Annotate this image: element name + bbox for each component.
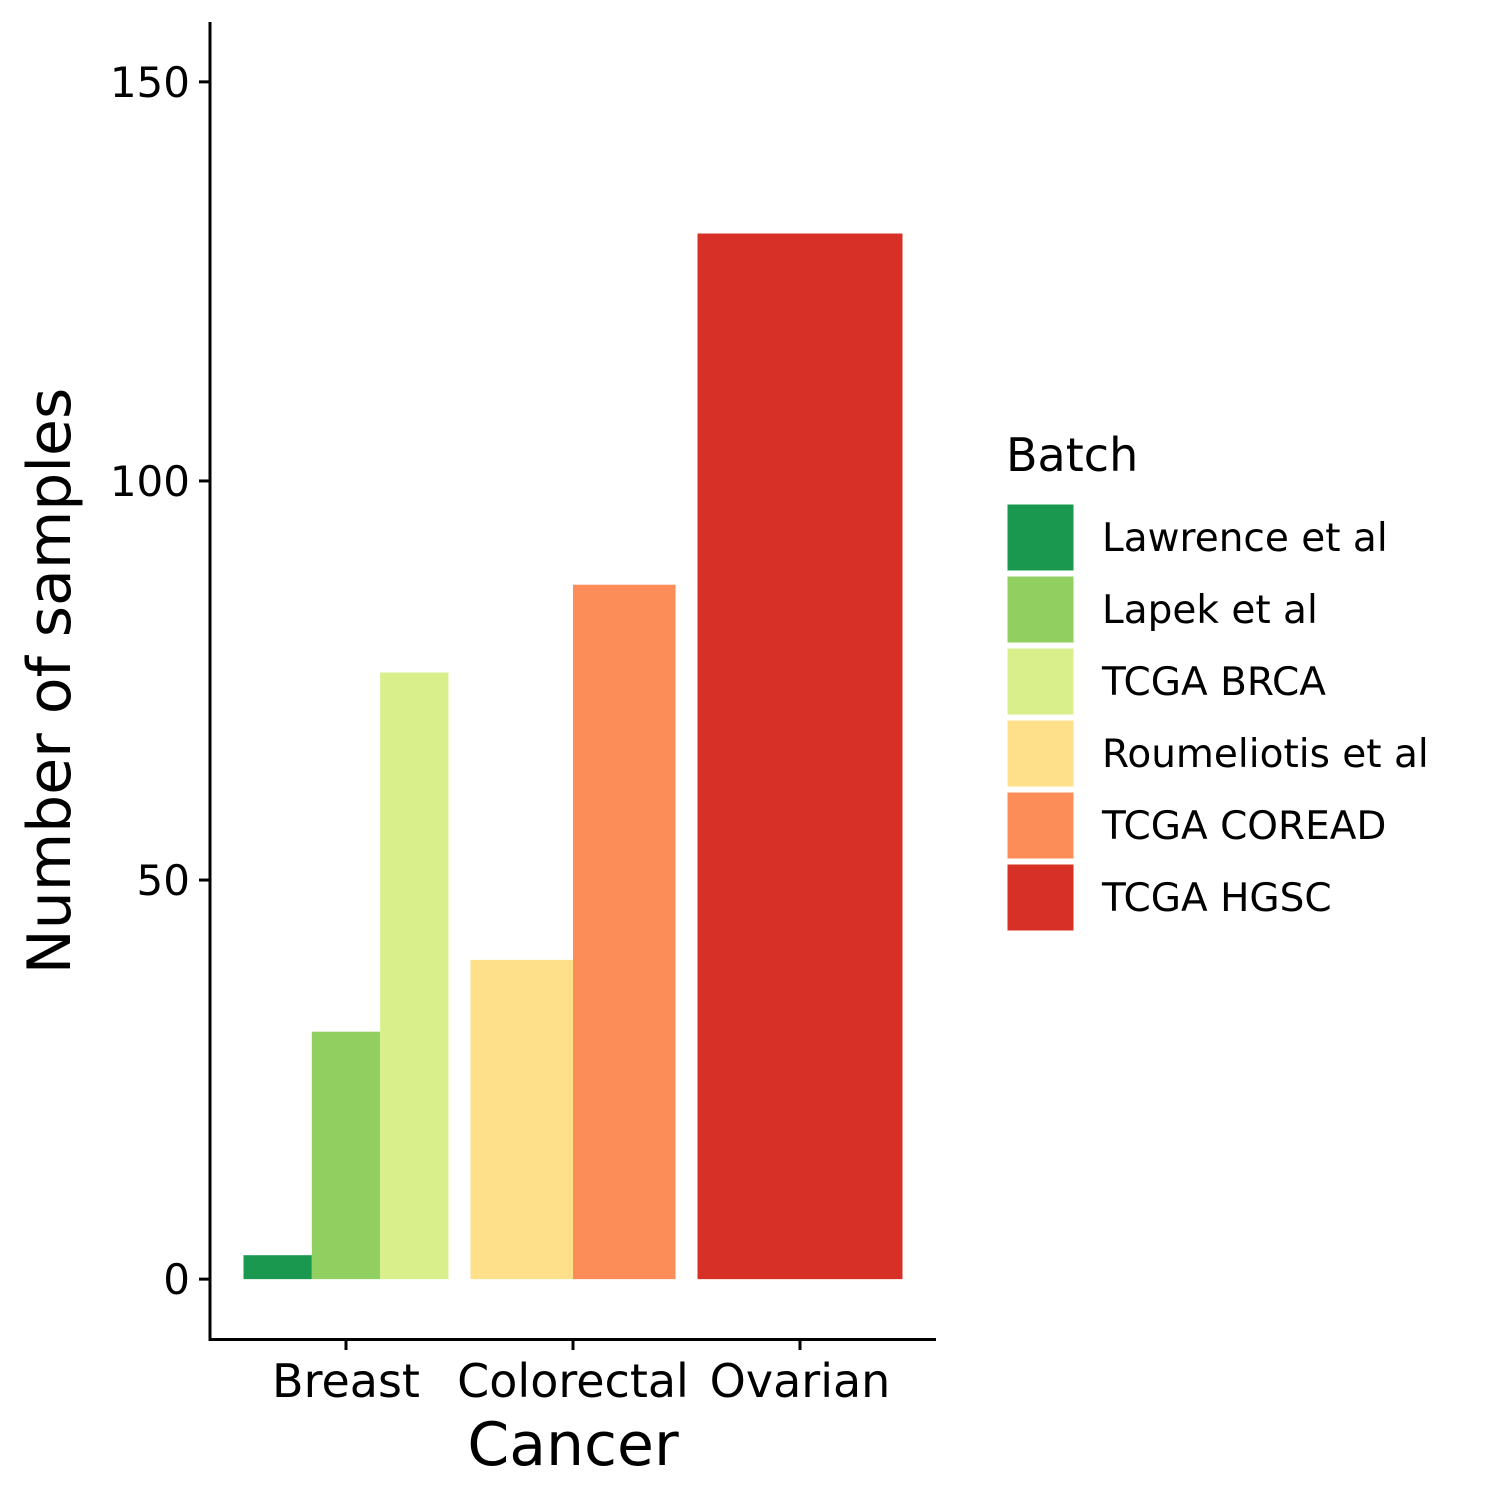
- legend-label: Lawrence et al: [1102, 516, 1388, 561]
- legend-swatch: [1004, 861, 1077, 934]
- x-tick-label: Colorectal: [457, 1354, 689, 1408]
- legend-label: Roumeliotis et al: [1102, 732, 1429, 777]
- bar: [470, 959, 573, 1280]
- bar: [311, 1031, 381, 1280]
- legend-label: TCGA BRCA: [1101, 660, 1326, 705]
- y-tick-label: 150: [110, 58, 190, 107]
- legend-label: TCGA HGSC: [1101, 876, 1332, 921]
- x-axis-title: Cancer: [467, 1410, 679, 1480]
- legend-label: TCGA COREAD: [1101, 804, 1386, 849]
- legend: Batch Lawrence et al Lapek et al TCGA BRCA…: [1004, 428, 1429, 934]
- x-tick-label: Breast: [272, 1354, 420, 1408]
- bar: [697, 233, 903, 1280]
- y-axis-title: Number of samples: [15, 388, 85, 974]
- x-tick-label: Ovarian: [710, 1354, 891, 1408]
- y-tick-label: 50: [137, 856, 190, 905]
- legend-swatch: [1004, 645, 1077, 718]
- bar: [243, 1255, 312, 1280]
- legend-swatch: [1004, 501, 1077, 574]
- legend-swatch: [1004, 717, 1077, 790]
- x-axis: Breast Colorectal Ovarian: [208, 1338, 936, 1408]
- legend-swatch: [1004, 573, 1077, 646]
- y-axis: 0 50 100 150: [110, 22, 212, 1341]
- bar: [573, 584, 676, 1280]
- bars-group: [243, 233, 903, 1280]
- legend-label: Lapek et al: [1102, 588, 1318, 633]
- legend-title: Batch: [1006, 428, 1138, 482]
- legend-swatch: [1004, 789, 1077, 862]
- y-tick-label: 100: [110, 457, 190, 506]
- y-tick-label: 0: [163, 1255, 190, 1304]
- bar: [380, 672, 449, 1280]
